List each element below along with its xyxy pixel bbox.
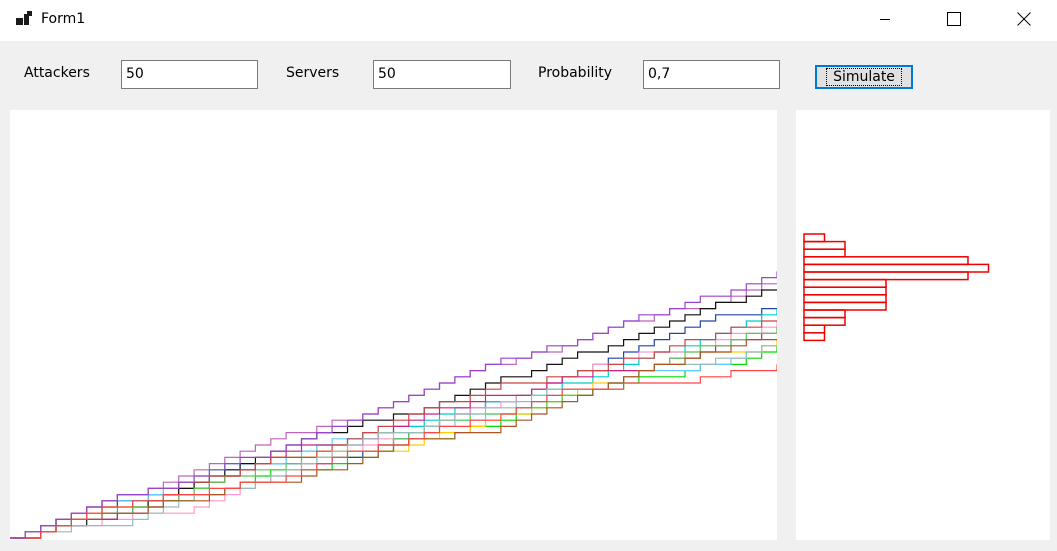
histogram-bar xyxy=(803,309,846,319)
form-client-area: Attackers 50 Servers 50 Probability 0,7 … xyxy=(0,41,1057,551)
close-icon xyxy=(1017,12,1031,26)
histogram-bar xyxy=(803,301,887,311)
minimize-button[interactable] xyxy=(862,0,908,38)
histogram-bar xyxy=(803,332,826,342)
histogram-bar xyxy=(803,271,969,281)
simulation-plot xyxy=(10,271,778,539)
simulate-button-label: Simulate xyxy=(826,68,902,86)
histogram-bar xyxy=(803,263,990,273)
attackers-label: Attackers xyxy=(24,65,90,81)
histogram-panel xyxy=(796,110,1050,540)
simulation-series-2 xyxy=(10,283,777,539)
title-bar: Form1 xyxy=(0,0,1057,41)
attackers-input[interactable]: 50 xyxy=(121,60,258,89)
probability-input[interactable]: 0,7 xyxy=(643,60,780,89)
histogram-bar xyxy=(803,316,846,326)
histogram-bar xyxy=(803,324,826,334)
histogram-bar xyxy=(803,278,887,288)
histogram-plot xyxy=(803,233,990,342)
histogram-bar xyxy=(803,256,969,266)
histogram-bar xyxy=(803,294,887,304)
minimize-icon xyxy=(880,19,890,20)
simulate-button[interactable]: Simulate xyxy=(815,65,913,89)
app-icon xyxy=(16,11,32,25)
simulation-series-14 xyxy=(10,364,778,539)
histogram-bar xyxy=(803,286,887,296)
maximize-button[interactable] xyxy=(931,0,977,38)
close-button[interactable] xyxy=(1001,0,1047,38)
simulation-series-15 xyxy=(10,271,778,539)
histogram-bar xyxy=(803,240,846,250)
servers-label: Servers xyxy=(286,65,340,81)
maximize-icon xyxy=(947,12,961,26)
window-title: Form1 xyxy=(41,11,86,27)
servers-input[interactable]: 50 xyxy=(373,60,511,89)
histogram-bar xyxy=(803,233,826,243)
probability-label: Probability xyxy=(538,65,613,81)
histogram-bar xyxy=(803,248,846,258)
simulation-plot-panel xyxy=(10,110,778,540)
